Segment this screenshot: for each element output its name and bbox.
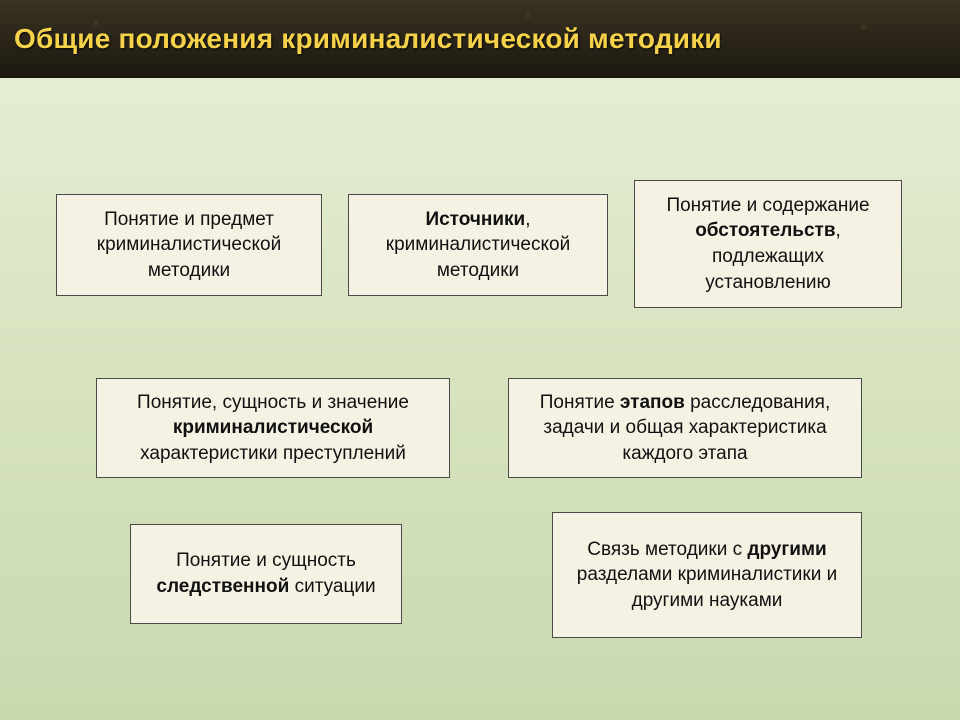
slide-title: Общие положения криминалистической метод…: [14, 23, 722, 55]
box-circumstances: Понятие и содержание обстоятельств, подл…: [634, 180, 902, 308]
box-stages: Понятие этапов расследования, задачи и о…: [508, 378, 862, 478]
box-text: Связь методики с другими разделами крими…: [567, 537, 847, 614]
box-text: Понятие и сущность следственной ситуации: [145, 548, 387, 599]
box-links: Связь методики с другими разделами крими…: [552, 512, 862, 638]
box-characteristics: Понятие, сущность и значение криминалист…: [96, 378, 450, 478]
box-concept-subject: Понятие и предмет криминалистической мет…: [56, 194, 322, 296]
box-sources: Источники, криминалистической методики: [348, 194, 608, 296]
box-situation: Понятие и сущность следственной ситуации: [130, 524, 402, 624]
box-text: Источники, криминалистической методики: [363, 207, 593, 284]
box-text: Понятие, сущность и значение криминалист…: [111, 390, 435, 467]
box-text: Понятие и содержание обстоятельств, подл…: [649, 193, 887, 296]
box-text: Понятие и предмет криминалистической мет…: [71, 207, 307, 284]
box-text: Понятие этапов расследования, задачи и о…: [523, 390, 847, 467]
header-band: Общие положения криминалистической метод…: [0, 0, 960, 78]
